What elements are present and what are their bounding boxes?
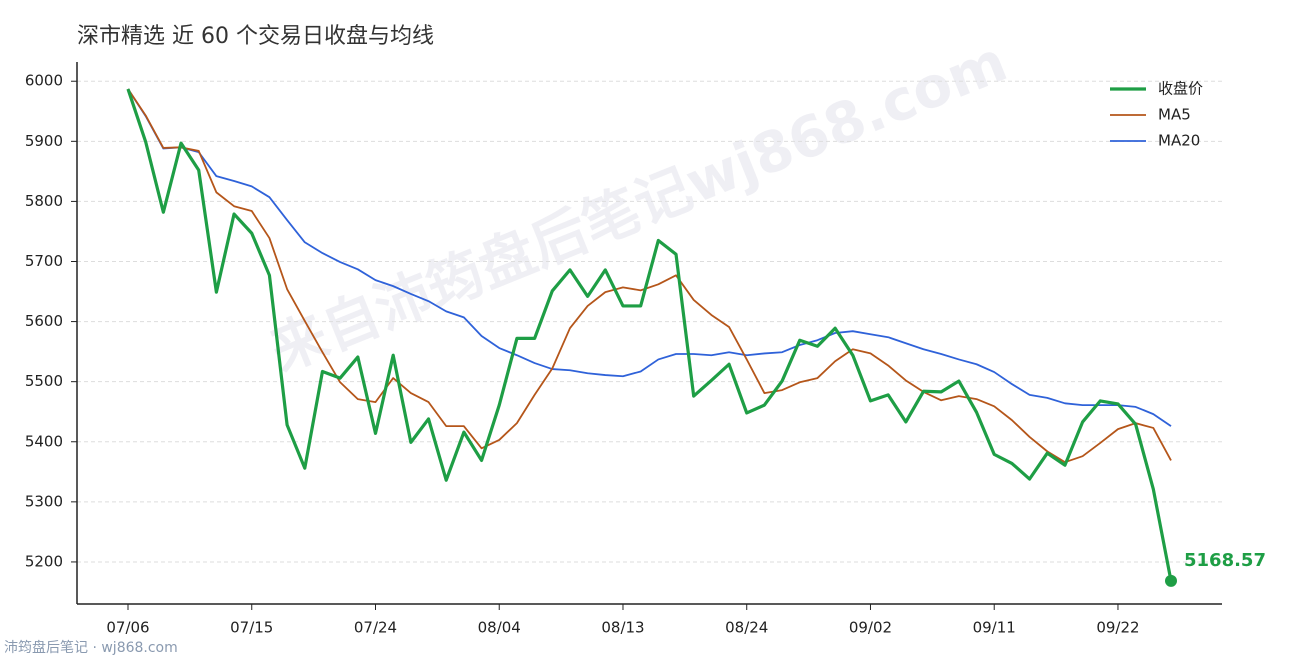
x-tick-label: 08/13 bbox=[601, 619, 644, 637]
y-tick-label: 5200 bbox=[25, 552, 63, 570]
y-tick-label: 5300 bbox=[25, 492, 63, 510]
y-tick-label: 5700 bbox=[25, 252, 63, 270]
series-line bbox=[127, 88, 1172, 464]
legend-label: 收盘价 bbox=[1158, 80, 1203, 98]
y-tick-label: 5500 bbox=[25, 372, 63, 390]
footer-source: 沛筠盘后笔记 · wj868.com bbox=[4, 639, 178, 656]
y-tick-label: 6000 bbox=[25, 72, 63, 90]
x-tick-label: 09/02 bbox=[849, 619, 892, 637]
y-tick-label: 5900 bbox=[25, 132, 63, 150]
x-tick-label: 09/22 bbox=[1096, 619, 1139, 637]
x-tick-label: 08/24 bbox=[725, 619, 768, 637]
x-tick-label: 09/11 bbox=[973, 619, 1016, 637]
series-line bbox=[126, 88, 1173, 582]
series-line bbox=[127, 88, 1172, 427]
legend-label: MA20 bbox=[1158, 132, 1200, 150]
last-value-label: 5168.57 bbox=[1184, 550, 1266, 571]
watermark: 来自沛筠盘后笔记wj868.com bbox=[262, 29, 1016, 384]
chart-title: 深市精选 近 60 个交易日收盘与均线 bbox=[77, 24, 434, 49]
x-tick-label: 07/06 bbox=[106, 619, 149, 637]
last-point bbox=[1165, 574, 1177, 587]
x-tick-label: 07/24 bbox=[354, 619, 397, 637]
y-tick-label: 5600 bbox=[25, 312, 63, 330]
x-tick-label: 07/15 bbox=[230, 619, 273, 637]
y-tick-label: 5400 bbox=[25, 432, 63, 450]
legend-label: MA5 bbox=[1158, 106, 1191, 124]
x-tick-label: 08/04 bbox=[478, 619, 521, 637]
y-tick-label: 5800 bbox=[25, 192, 63, 210]
